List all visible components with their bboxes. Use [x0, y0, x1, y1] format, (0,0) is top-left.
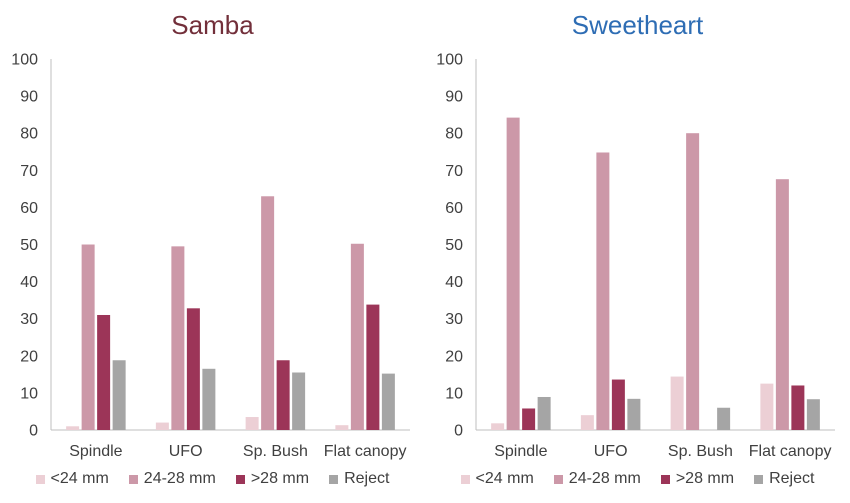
bar-28-mm — [611, 379, 625, 430]
bar-28-mm — [522, 408, 536, 430]
x-tick-label: Sp. Bush — [668, 443, 733, 460]
y-tick-label: 20 — [445, 348, 463, 365]
y-tick-label: 10 — [445, 385, 463, 402]
bar-24-mm — [335, 425, 349, 430]
y-tick-label: 60 — [445, 200, 463, 217]
bar-24-28-mm — [686, 133, 700, 430]
bar-24-mm — [760, 383, 774, 430]
legend-item: Reject — [329, 470, 389, 488]
bar-reject — [627, 398, 641, 430]
y-tick-label: 60 — [20, 200, 38, 217]
y-tick-label: 0 — [454, 423, 463, 440]
y-tick-label: 100 — [436, 52, 463, 69]
chart-panel-sweetheart: Sweetheart 0 10 20 30 40 50 60 70 80 90 100 Spindle… — [425, 0, 850, 503]
legend-label: Reject — [769, 470, 815, 487]
y-tick-label: 0 — [29, 423, 38, 440]
chart-legend: <24 mm 24-28 mm >28 mm Reject — [425, 470, 850, 488]
y-tick-label: 10 — [20, 385, 38, 402]
bar-reject — [202, 368, 216, 430]
y-tick-label: 100 — [11, 52, 38, 69]
bar-reject — [112, 360, 126, 430]
bar-28-mm — [97, 314, 111, 430]
bar-reject — [292, 372, 306, 430]
legend-label: 24-28 mm — [143, 470, 216, 487]
y-tick-label: 90 — [20, 89, 38, 106]
chart-plot-area: 0 10 20 30 40 50 60 70 80 90 100 Spindle UFO Sp. Bush… — [11, 52, 410, 460]
legend-label: Reject — [344, 470, 390, 487]
bar-24-mm — [491, 423, 505, 430]
legend-label: <24 mm — [50, 470, 109, 487]
legend-item: >28 mm — [660, 470, 735, 488]
x-tick-label: UFO — [594, 443, 628, 460]
legend-item: <24 mm — [460, 470, 534, 488]
legend-item: Reject — [754, 470, 814, 488]
legend-label: >28 mm — [250, 470, 310, 487]
bar-24-28-mm — [171, 246, 185, 430]
y-tick-label: 40 — [445, 274, 463, 291]
legend-swatch — [235, 474, 245, 484]
bar-24-mm — [670, 376, 684, 430]
legend-item: 24-28 mm — [128, 470, 216, 488]
y-tick-label: 70 — [20, 163, 38, 180]
x-tick-label: UFO — [169, 443, 203, 460]
bar-28-mm — [366, 304, 380, 430]
bar-reject — [806, 399, 820, 430]
y-tick-label: 80 — [445, 126, 463, 143]
bar-24-28-mm — [596, 152, 610, 430]
legend-label: >28 mm — [675, 470, 735, 487]
legend-swatch — [329, 474, 339, 484]
chart-title: Sweetheart — [571, 10, 704, 40]
bar-24-28-mm — [81, 244, 95, 430]
legend-item: 24-28 mm — [553, 470, 641, 488]
bar-28-mm — [791, 385, 805, 430]
bar-24-28-mm — [350, 243, 364, 430]
legend-item: >28 mm — [235, 470, 310, 488]
bar-24-28-mm — [261, 196, 275, 430]
legend-swatch — [35, 474, 45, 484]
chart-title: Samba — [171, 10, 254, 40]
x-tick-label: Spindle — [69, 443, 122, 460]
bar-24-mm — [580, 415, 594, 430]
legend-item: <24 mm — [35, 470, 109, 488]
legend-label: 24-28 mm — [568, 470, 641, 487]
y-tick-label: 20 — [20, 348, 38, 365]
chart-plot-area: 0 10 20 30 40 50 60 70 80 90 100 Spindle UFO Sp. Bush… — [436, 52, 835, 460]
legend-swatch — [128, 474, 138, 484]
legend-swatch — [754, 474, 764, 484]
x-tick-label: Flat canopy — [324, 443, 407, 460]
bar-24-28-mm — [506, 117, 520, 431]
bar-28-mm — [276, 360, 290, 430]
y-tick-label: 30 — [20, 311, 38, 328]
y-tick-label: 50 — [445, 237, 463, 254]
bar-reject — [537, 396, 551, 430]
chart-legend: <24 mm 24-28 mm >28 mm Reject — [0, 470, 425, 488]
bar-24-28-mm — [775, 179, 789, 430]
legend-swatch — [553, 474, 563, 484]
bar-reject — [381, 373, 395, 430]
y-tick-label: 90 — [445, 89, 463, 106]
legend-label: <24 mm — [475, 470, 534, 487]
legend-swatch — [660, 474, 670, 484]
legend-swatch — [460, 474, 470, 484]
y-tick-label: 80 — [20, 126, 38, 143]
bar-24-mm — [245, 417, 259, 430]
bar-reject — [717, 407, 731, 430]
bar-28-mm — [186, 308, 200, 430]
x-tick-label: Spindle — [494, 443, 547, 460]
y-tick-label: 40 — [20, 274, 38, 291]
chart-panel-samba: Samba 0 10 20 30 40 50 60 70 80 90 100 Spindle UFO Sp… — [0, 10, 425, 488]
bar-24-mm — [66, 426, 80, 430]
bar-24-mm — [155, 422, 169, 430]
x-tick-label: Flat canopy — [749, 443, 832, 460]
x-tick-label: Sp. Bush — [243, 443, 308, 460]
y-tick-label: 30 — [445, 311, 463, 328]
y-tick-label: 70 — [445, 163, 463, 180]
y-tick-label: 50 — [20, 237, 38, 254]
